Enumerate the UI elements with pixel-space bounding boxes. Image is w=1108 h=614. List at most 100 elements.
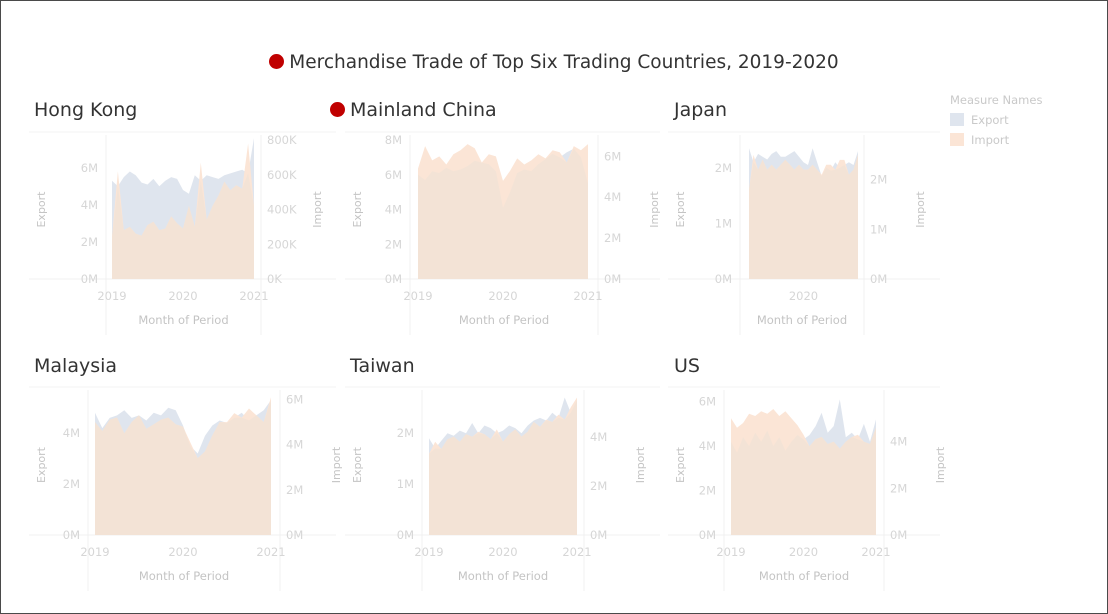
area-overlap [749, 154, 858, 279]
legend-item-export[interactable]: Export [950, 113, 1042, 133]
x-axis-title: Month of Period [458, 569, 548, 583]
legend: Measure Names Export Import [950, 93, 1042, 153]
x-tick-label: 2020 [789, 289, 818, 303]
y-right-tick-label: 0M [870, 272, 887, 286]
y-left-tick-label: 0M [715, 272, 732, 286]
chart-panel-mainland-china: 0M 2M 4M 6M 8M 0M 2M 4M 6M Export Import 2019 2020 20… [345, 131, 661, 335]
y-left-tick-label: 2M [715, 161, 732, 175]
y-right-axis-title: Import [934, 446, 947, 483]
y-left-tick-label: 8M [385, 133, 402, 147]
x-tick-label: 2019 [403, 289, 432, 303]
y-right-tick-label: 0M [604, 272, 621, 286]
y-left-tick-label: 1M [397, 477, 414, 491]
area-overlap [731, 427, 876, 535]
y-left-tick-label: 4M [81, 198, 98, 212]
x-tick-label: 2020 [168, 545, 197, 559]
x-axis-title: Month of Period [459, 313, 549, 327]
y-right-tick-label: 0M [286, 528, 303, 542]
y-left-tick-label: 0M [81, 272, 98, 286]
area-overlap [112, 173, 254, 279]
y-left-tick-label: 2M [385, 237, 402, 251]
y-right-tick-label: 4M [604, 190, 621, 204]
legend-swatch-export [950, 113, 964, 126]
panel-marker-dot [330, 102, 345, 117]
x-axis-title: Month of Period [139, 569, 229, 583]
y-left-tick-label: 6M [699, 395, 716, 409]
y-left-tick-label: 2M [397, 426, 414, 440]
x-tick-label: 2021 [562, 545, 591, 559]
y-left-axis-title: Export [674, 446, 687, 483]
y-right-tick-label: 2M [870, 173, 887, 187]
panel-title-taiwan: Taiwan [350, 355, 415, 377]
y-left-axis-title: Export [674, 191, 687, 228]
area-overlap [95, 400, 271, 535]
x-axis-title: Month of Period [759, 569, 849, 583]
y-right-tick-label: 2M [890, 481, 907, 495]
panel-title-japan: Japan [674, 99, 727, 121]
dashboard-title: Merchandise Trade of Top Six Trading Cou… [0, 52, 1108, 73]
area-overlap [429, 400, 577, 535]
x-tick-label: 2019 [80, 545, 109, 559]
x-tick-label: 2021 [861, 545, 890, 559]
y-left-tick-label: 4M [63, 426, 80, 440]
y-right-tick-label: 2M [286, 483, 303, 497]
y-right-tick-label: 1M [870, 222, 887, 236]
x-tick-label: 2020 [488, 545, 517, 559]
y-left-tick-label: 2M [699, 484, 716, 498]
chart-panel-japan: 0M 1M 2M 0M 1M 2M Export Import 2020 Month of Per… [668, 131, 940, 335]
title-marker-dot [269, 54, 285, 69]
x-tick-label: 2020 [488, 289, 517, 303]
panel-title-text: Hong Kong [34, 99, 138, 121]
panel-title-text: Japan [674, 99, 727, 121]
y-left-axis-title: Export [351, 446, 364, 483]
y-left-tick-label: 0M [63, 528, 80, 542]
y-right-tick-label: 4M [590, 430, 607, 444]
y-left-tick-label: 4M [699, 439, 716, 453]
chart-panel-taiwan: 0M 1M 2M 0M 2M 4M Export Import 2019 2020 2021 Mont… [345, 386, 660, 591]
chart-panel-hong-kong: 0M 2M 4M 6M 0K 200K 400K 600K 800K Export Import 20… [29, 131, 336, 335]
chart-panel-us: 0M 2M 4M 6M 0M 2M 4M Export Import 2019 2020 2021 Mo… [668, 386, 947, 591]
panel-title-mainland-china: Mainland China [330, 99, 497, 121]
panel-title-us: US [674, 355, 700, 377]
panel-title-text: Mainland China [350, 99, 497, 121]
y-right-axis-title: Import [311, 191, 324, 228]
legend-item-import[interactable]: Import [950, 133, 1042, 153]
y-right-tick-label: 6M [286, 393, 303, 407]
legend-label-export: Export [971, 113, 1009, 127]
legend-swatch-import [950, 133, 964, 146]
y-left-tick-label: 0M [385, 272, 402, 286]
x-tick-label: 2020 [168, 289, 197, 303]
y-left-tick-label: 2M [81, 235, 98, 249]
legend-title: Measure Names [950, 93, 1043, 107]
y-left-axis-title: Export [35, 446, 48, 483]
panel-title-text: Malaysia [34, 355, 118, 377]
y-right-tick-label: 600K [267, 168, 297, 182]
y-left-axis-title: Export [351, 191, 364, 228]
y-right-tick-label: 2M [604, 231, 621, 245]
y-left-tick-label: 2M [63, 477, 80, 491]
y-left-tick-label: 4M [385, 203, 402, 217]
y-right-tick-label: 6M [604, 149, 621, 163]
x-axis-title: Month of Period [757, 313, 847, 327]
y-right-tick-label: 4M [286, 438, 303, 452]
y-right-axis-title: Import [648, 191, 661, 228]
x-tick-label: 2020 [789, 545, 818, 559]
y-left-tick-label: 0M [699, 528, 716, 542]
chart-panel-malaysia: 0M 2M 4M 0M 2M 4M 6M Export Import 2019 2020 2021 Mo… [29, 386, 343, 591]
y-right-tick-label: 4M [890, 435, 907, 449]
legend-label-import: Import [971, 133, 1010, 147]
panel-title-hong-kong: Hong Kong [34, 99, 137, 121]
y-right-axis-title: Import [634, 446, 647, 483]
x-axis-title: Month of Period [138, 313, 228, 327]
y-right-tick-label: 0K [267, 272, 282, 286]
y-right-tick-label: 800K [267, 133, 297, 147]
panel-title-malaysia: Malaysia [34, 355, 117, 377]
y-right-tick-label: 400K [267, 203, 297, 217]
y-right-tick-label: 2M [590, 479, 607, 493]
x-tick-label: 2021 [256, 545, 285, 559]
panel-title-text: Taiwan [350, 355, 415, 377]
y-left-tick-label: 6M [81, 161, 98, 175]
x-tick-label: 2019 [414, 545, 443, 559]
y-left-tick-label: 0M [397, 528, 414, 542]
